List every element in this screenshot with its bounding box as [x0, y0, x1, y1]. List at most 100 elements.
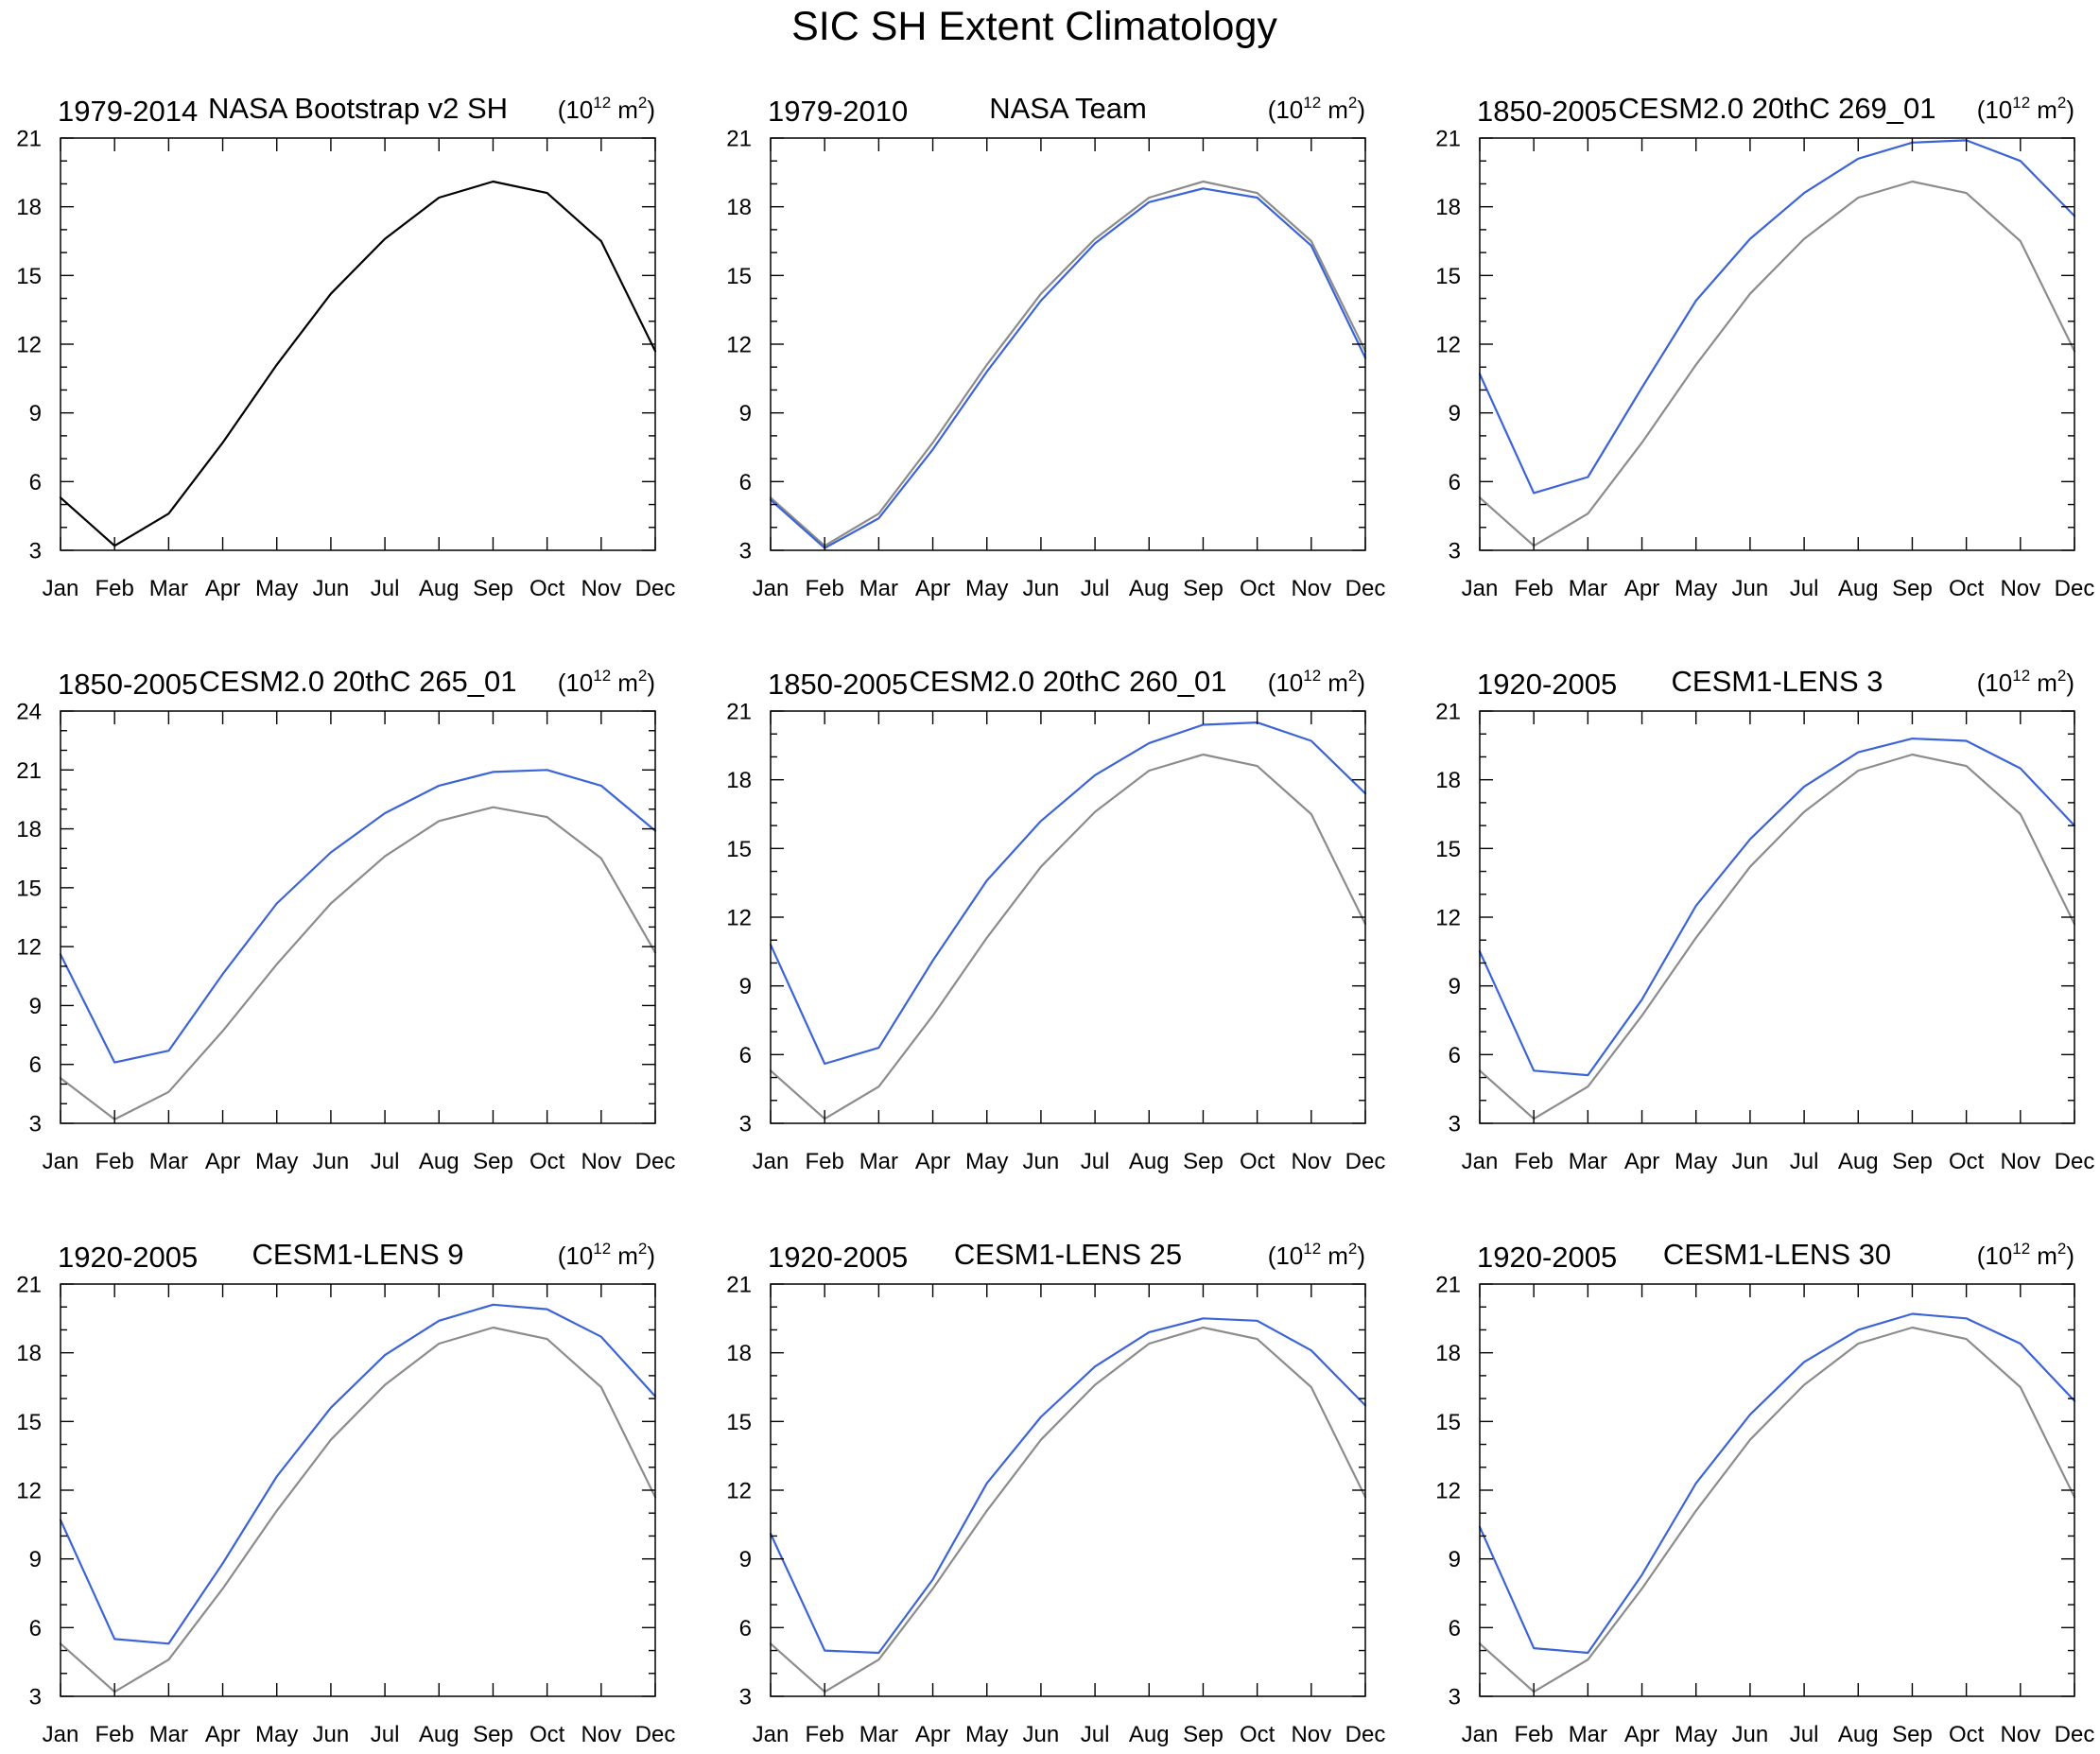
- x-tick-label: Apr: [1624, 1149, 1659, 1174]
- x-tick-label: Apr: [915, 1149, 950, 1174]
- observed-reference-line: [769, 1326, 1367, 1693]
- units-exponent: 12: [593, 667, 611, 685]
- observed-reference-line: [769, 753, 1367, 1120]
- panel-period-label: 1920-2005: [58, 1241, 198, 1274]
- y-tick-label: 3: [1449, 1112, 1461, 1137]
- y-tick-label: 24: [16, 700, 42, 725]
- x-tick-label: Feb: [806, 1722, 844, 1747]
- x-tick-label: Nov: [581, 576, 621, 601]
- y-tick-label: 12: [16, 935, 42, 961]
- x-tick-label: Jul: [1790, 576, 1819, 601]
- x-tick-label: Jan: [43, 1149, 79, 1174]
- x-tick-label: Sep: [473, 576, 513, 601]
- x-tick-label: Oct: [1949, 1149, 1985, 1174]
- x-tick-label: Nov: [2000, 576, 2040, 601]
- x-tick-label: Nov: [581, 1149, 621, 1174]
- x-tick-label: Nov: [1291, 576, 1331, 601]
- panel-title: NASA Bootstrap v2 SH: [208, 92, 508, 125]
- panel-3: 1850-2005 CESM2.0 20thC 269_01 (1012 m2)369…: [1435, 92, 2094, 601]
- x-tick-label: Aug: [1129, 576, 1170, 601]
- panel-8: 1920-2005 CESM1-LENS 25 (1012 m2)3691215182…: [726, 1238, 1385, 1747]
- units-unit: m: [617, 96, 638, 124]
- x-tick-label: Sep: [473, 1149, 513, 1174]
- y-tick-label: 21: [16, 127, 42, 152]
- units-unit-exponent: 2: [638, 667, 647, 685]
- x-tick-label: Sep: [473, 1722, 513, 1747]
- x-tick-label: Jul: [1081, 576, 1110, 601]
- x-tick-label: May: [1675, 1722, 1717, 1747]
- x-tick-label: May: [965, 576, 1008, 601]
- units-unit-exponent: 2: [1348, 94, 1357, 112]
- x-tick-label: Sep: [1183, 1149, 1224, 1174]
- model-extent-line: [769, 721, 1367, 1066]
- model-extent-line: [769, 187, 1367, 549]
- panel-2: 1979-2010 NASA Team (1012 m2)36912151821Jan…: [726, 92, 1385, 601]
- units-label: (1012 m2): [558, 667, 655, 697]
- x-tick-label: Nov: [1291, 1149, 1331, 1174]
- x-tick-label: Oct: [529, 1722, 565, 1747]
- x-tick-label: Mar: [859, 1722, 898, 1747]
- units-base: (10: [1977, 1242, 2013, 1270]
- x-tick-label: Jun: [1023, 1722, 1060, 1747]
- panel-title: CESM1-LENS 25: [954, 1238, 1182, 1271]
- observed-reference-line: [1478, 753, 2076, 1120]
- x-tick-label: Jun: [1732, 576, 1769, 601]
- units-base: (10: [558, 96, 594, 124]
- x-tick-label: Apr: [1624, 576, 1659, 601]
- x-tick-label: Oct: [1949, 576, 1985, 601]
- units-label: (1012 m2): [1977, 667, 2074, 697]
- x-tick-label: Dec: [635, 576, 676, 601]
- y-tick-label: 21: [726, 127, 752, 152]
- y-tick-label: 9: [1449, 974, 1461, 999]
- units-unit-exponent: 2: [1348, 1240, 1357, 1258]
- x-tick-label: May: [965, 1722, 1008, 1747]
- x-tick-label: Nov: [1291, 1722, 1331, 1747]
- units-base: (10: [558, 1242, 594, 1270]
- y-tick-label: 15: [16, 876, 42, 901]
- x-tick-label: Mar: [1569, 1149, 1607, 1174]
- observed-reference-line: [59, 1326, 657, 1693]
- y-tick-label: 18: [16, 195, 42, 220]
- units-unit-exponent: 2: [1348, 667, 1357, 685]
- panel-title: NASA Team: [989, 92, 1147, 125]
- units-unit: m: [2037, 96, 2057, 124]
- units-exponent: 12: [1303, 667, 1321, 685]
- model-extent-line: [1478, 1312, 2076, 1655]
- y-tick-label: 9: [1449, 1547, 1461, 1572]
- units-label: (1012 m2): [1977, 94, 2074, 124]
- y-tick-label: 21: [16, 1273, 42, 1298]
- x-tick-label: May: [1675, 1149, 1717, 1174]
- units-close: ): [647, 669, 655, 697]
- x-tick-label: Oct: [1949, 1722, 1985, 1747]
- units-close: ): [2066, 1242, 2074, 1270]
- x-tick-label: Mar: [149, 576, 188, 601]
- panel-period-label: 1920-2005: [1477, 1241, 1617, 1274]
- x-tick-label: Mar: [859, 1149, 898, 1174]
- x-tick-label: Sep: [1183, 1722, 1224, 1747]
- y-tick-label: 15: [726, 837, 752, 862]
- units-label: (1012 m2): [1268, 94, 1365, 124]
- x-tick-label: Jun: [1732, 1149, 1769, 1174]
- y-tick-label: 12: [726, 906, 752, 931]
- model-extent-line: [59, 1303, 657, 1645]
- model-extent-line: [59, 769, 657, 1064]
- x-tick-label: Dec: [1345, 1149, 1386, 1174]
- x-tick-label: Aug: [419, 576, 460, 601]
- y-tick-label: 3: [739, 539, 752, 564]
- units-close: ): [1357, 96, 1365, 124]
- x-tick-label: Aug: [419, 1722, 460, 1747]
- plot-frame: [60, 1283, 656, 1697]
- units-exponent: 12: [2012, 94, 2030, 112]
- figure-title: SIC SH Extent Climatology: [791, 4, 1277, 49]
- y-tick-label: 9: [29, 401, 42, 426]
- x-tick-label: Jun: [313, 1149, 350, 1174]
- x-tick-label: Aug: [1129, 1722, 1170, 1747]
- units-label: (1012 m2): [1268, 1240, 1365, 1270]
- model-extent-line: [1478, 139, 2076, 495]
- panel-period-label: 1920-2005: [768, 1241, 908, 1274]
- x-tick-label: Feb: [1515, 1149, 1553, 1174]
- x-tick-label: Aug: [1838, 1722, 1879, 1747]
- units-exponent: 12: [593, 1240, 611, 1258]
- y-tick-label: 15: [726, 1410, 752, 1435]
- y-tick-label: 3: [29, 1685, 42, 1711]
